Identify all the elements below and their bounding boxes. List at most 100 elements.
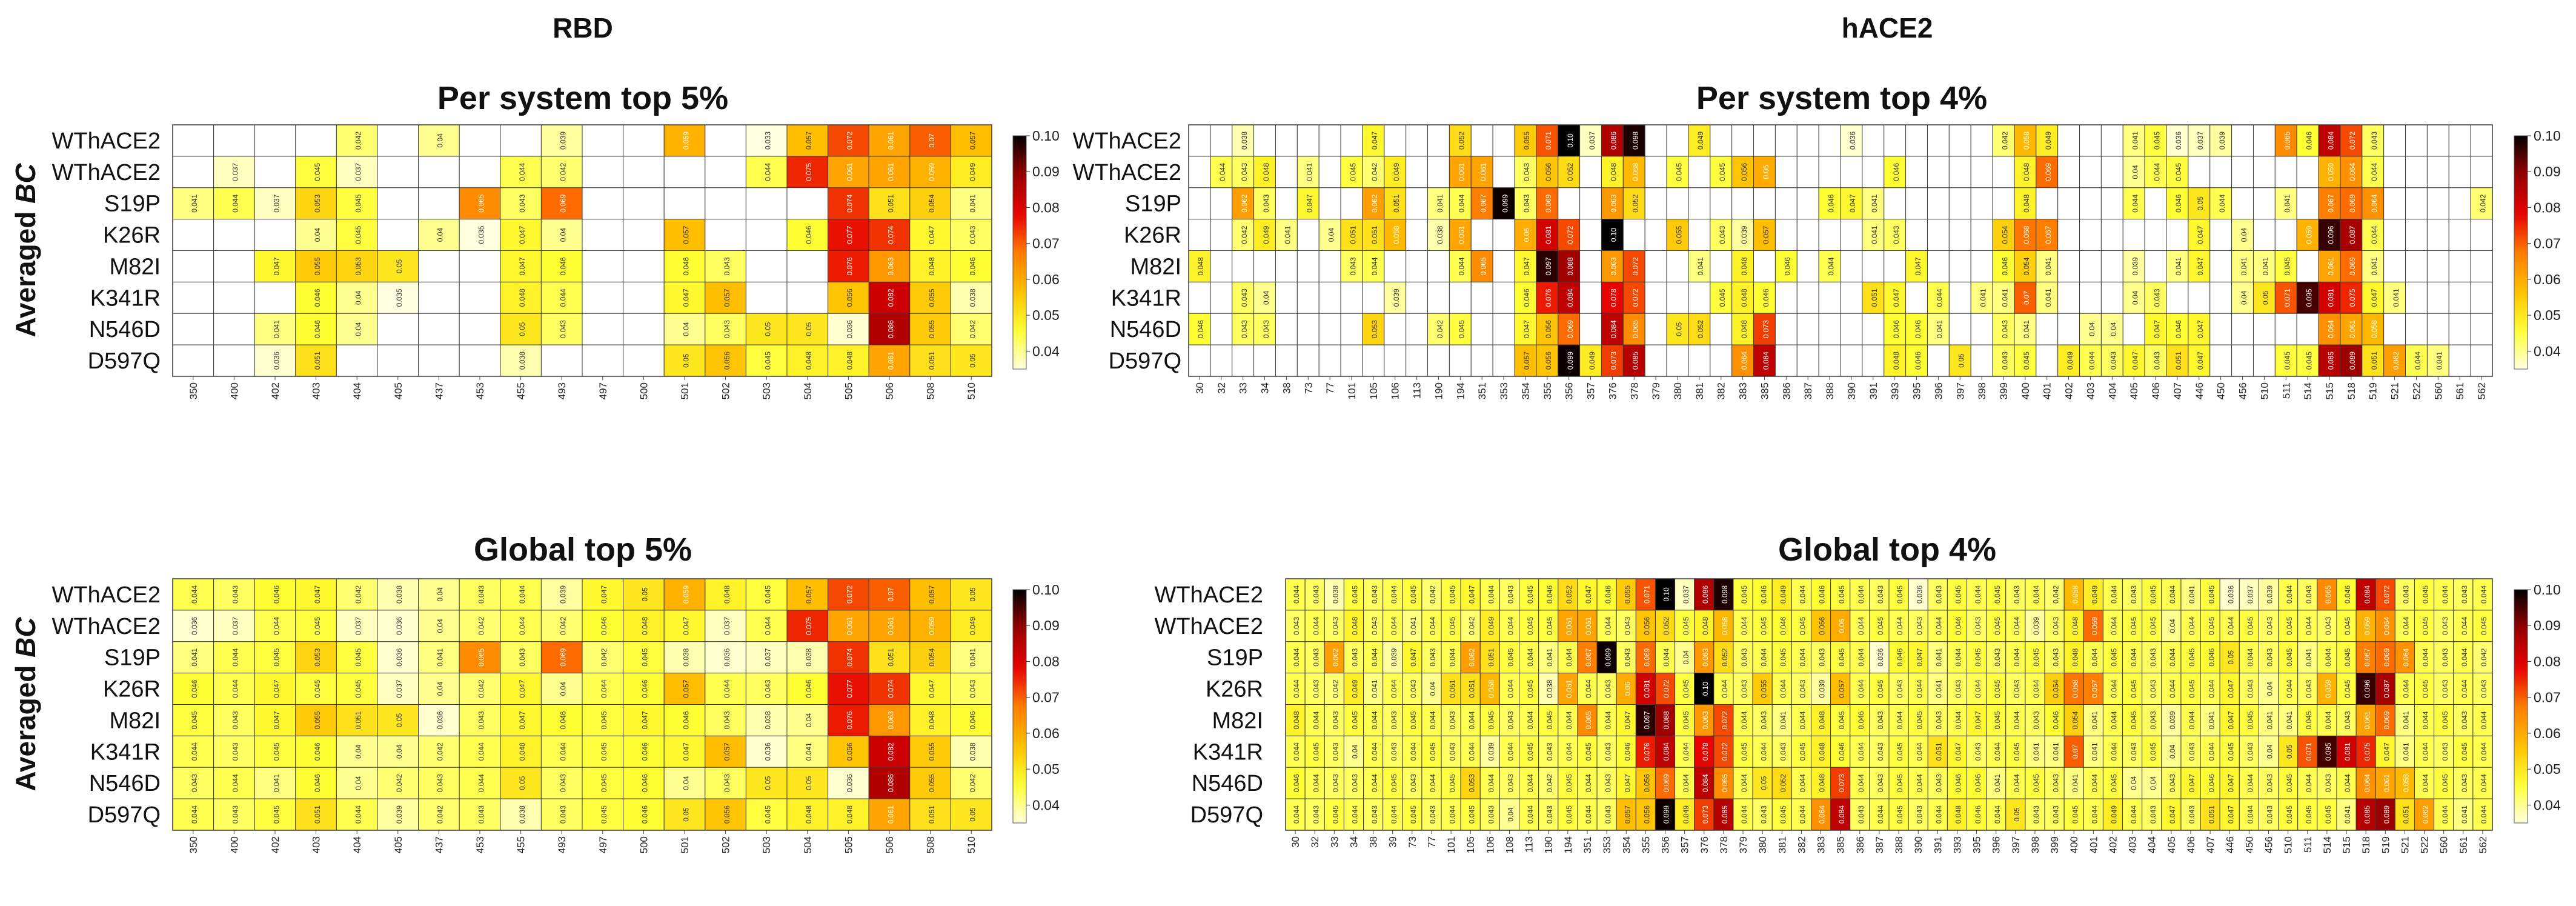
heatmap-cell [1479,798,1500,831]
heatmap-cell [663,344,706,377]
cell-value: 0.045 [2130,679,2138,698]
heatmap-cell [828,798,869,831]
heatmap-cell [2317,641,2337,674]
cell-value: 0.043 [1370,585,1379,604]
heatmap-cell [1986,641,2007,674]
cell-value: 0.065 [1632,320,1640,338]
heatmap-cell [1644,187,1667,220]
cell-value: 0.054 [928,648,936,666]
cell-value: 0.048 [846,351,854,370]
colorbar-tick-label: 0.10 [2534,582,2561,598]
cell-value: 0.045 [2110,774,2119,792]
cell-value: 0.04 [2110,322,2118,336]
heatmap-cell [1635,641,1656,674]
cell-value: 0.045 [1429,742,1437,761]
heatmap-cell [2252,187,2276,220]
heatmap-cell [745,798,788,831]
heatmap-cell [377,798,419,831]
heatmap-cell [1927,344,1950,377]
heatmap-cell [377,124,419,157]
cell-value: 0.042 [1436,320,1444,338]
heatmap-cell [582,767,624,799]
cell-value: 0.056 [723,805,731,824]
cell-value: 0.061 [886,351,895,370]
heatmap-cell [582,704,624,736]
x-tick-label: 386 [1854,836,1866,853]
heatmap-cell [1688,250,1711,282]
heatmap-cell [1694,578,1715,611]
x-tick-label: 515 [2341,836,2352,853]
cell-value: 0.041 [1870,225,1879,244]
cell-value: 0.086 [886,320,895,338]
cell-value: 0.037 [723,616,731,635]
cell-value: 0.065 [477,194,485,212]
heatmap-cell [705,124,746,157]
heatmap-cell [1752,735,1773,768]
x-tick-label: 522 [2411,382,2422,399]
cell-value: 0.059 [928,162,936,181]
heatmap-cell [786,124,829,157]
cell-value: 0.048 [1892,351,1900,370]
cell-value: 0.043 [1718,225,1727,244]
colorbar-tick-label: 0.05 [1032,307,1060,323]
heatmap-cell [2394,798,2415,831]
cell-value: 0.043 [1332,616,1340,635]
heatmap-cell [2057,156,2080,188]
heatmap-cell [1421,610,1442,642]
heatmap-cell [2200,641,2220,674]
heatmap-cell [295,313,337,345]
x-tick-label: 378 [1628,382,1640,399]
heatmap-cell [1655,767,1676,799]
cell-value: 0.04 [1507,807,1515,822]
heatmap-cell [1733,673,1753,705]
cell-value: 0.046 [1759,585,1768,604]
cell-value: 0.061 [1479,162,1488,181]
heatmap-cell [213,344,255,377]
cell-value: 0.045 [1993,711,2002,729]
cell-value: 0.043 [518,194,526,212]
cell-value: 0.041 [2370,257,2378,275]
heatmap-cell [1616,673,1636,705]
heatmap-cell [1622,344,1645,377]
cell-value: 0.046 [2174,320,2183,338]
heatmap-cell [1713,673,1734,705]
heatmap-cell [2472,704,2493,736]
x-tick-label: 453 [474,382,486,399]
x-tick-label: 39 [1387,836,1399,848]
x-tick-label: 511 [2280,382,2292,399]
cell-value: 0.084 [2326,132,2335,150]
heatmap-cell [2296,313,2319,345]
rbd_global-heatmap: Global top 5%Averaged BCWThACE2WThACE2S1… [10,531,1060,853]
cell-value: 0.057 [723,742,731,761]
heatmap-cell [2258,610,2279,642]
heatmap-cell [1862,219,1885,251]
heatmap-cell [1992,187,2015,220]
heatmap-cell [1210,187,1233,220]
cell-value: 0.044 [2013,648,2021,666]
cell-value: 0.043 [1429,805,1437,824]
cell-value: 0.045 [1507,648,1515,666]
x-tick-label: 502 [720,836,732,853]
cell-value: 0.06 [1623,682,1632,696]
cell-value: 0.10 [1566,133,1575,148]
cell-value: 0.043 [518,648,526,666]
heatmap-cell [418,610,460,642]
heatmap-cell [1343,641,1364,674]
cell-value: 0.039 [559,132,568,150]
cell-value: 0.043 [1292,616,1301,635]
cell-value: 0.045 [2305,351,2313,370]
cell-value: 0.04 [559,228,568,242]
cell-value: 0.05 [969,807,977,822]
heatmap-cell [828,704,869,736]
heatmap-cell [1905,313,1928,345]
cell-value: 0.086 [886,774,895,792]
heatmap-cell [2079,219,2102,251]
heatmap-cell [2448,344,2471,377]
cell-value: 0.044 [1565,711,1573,729]
cell-value: 0.044 [2305,774,2313,792]
heatmap-cell [1908,767,1928,799]
cell-value: 0.037 [764,648,772,666]
cell-value: 0.048 [723,585,731,604]
x-tick-label: 402 [2063,382,2075,399]
heatmap-cell [1188,156,1211,188]
